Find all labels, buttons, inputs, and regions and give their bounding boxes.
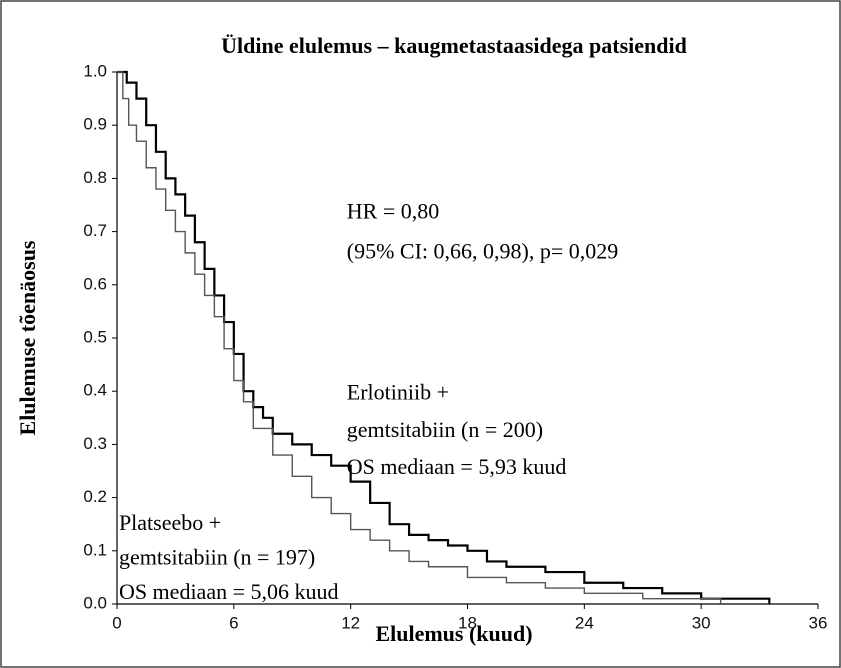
annotation: OS mediaan = 5,93 kuud	[347, 454, 567, 479]
y-tick-label: 0.3	[83, 434, 107, 453]
x-tick-label: 0	[112, 613, 121, 632]
y-tick-label: 0.9	[83, 115, 107, 134]
survival-curve	[117, 70, 771, 604]
y-tick-label: 0.4	[83, 381, 107, 400]
x-tick-label: 12	[341, 613, 360, 632]
annotation: Platseebo +	[119, 510, 221, 535]
annotation: gemtsitabiin (n = 197)	[119, 544, 315, 569]
x-tick-label: 30	[692, 613, 711, 632]
x-tick-label: 24	[575, 613, 594, 632]
chart-title: Üldine elulemus – kaugmetastaasidega pat…	[221, 33, 687, 58]
x-axis-label: Elulemus (kuud)	[375, 621, 532, 646]
y-tick-label: 0.7	[83, 221, 107, 240]
y-axis-label: Elulemuse tõenäosus	[15, 240, 40, 435]
x-tick-label: 18	[458, 613, 477, 632]
survival-curve	[117, 71, 722, 604]
x-tick-label: 36	[809, 613, 828, 632]
y-tick-label: 0.0	[83, 593, 107, 612]
y-tick-label: 0.6	[83, 274, 107, 293]
y-tick-label: 0.8	[83, 168, 107, 187]
annotation: OS mediaan = 5,06 kuud	[119, 579, 339, 604]
annotation: HR = 0,80	[347, 199, 439, 224]
annotation: gemtsitabiin (n = 200)	[347, 417, 543, 442]
y-tick-label: 0.5	[83, 327, 107, 346]
y-tick-label: 0.2	[83, 487, 107, 506]
x-tick-label: 6	[229, 613, 238, 632]
y-tick-label: 0.1	[83, 540, 107, 559]
y-tick-label: 1.0	[83, 61, 107, 80]
annotation: (95% CI: 0,66, 0,98), p= 0,029	[347, 239, 619, 264]
annotation: Erlotiniib +	[347, 380, 449, 405]
